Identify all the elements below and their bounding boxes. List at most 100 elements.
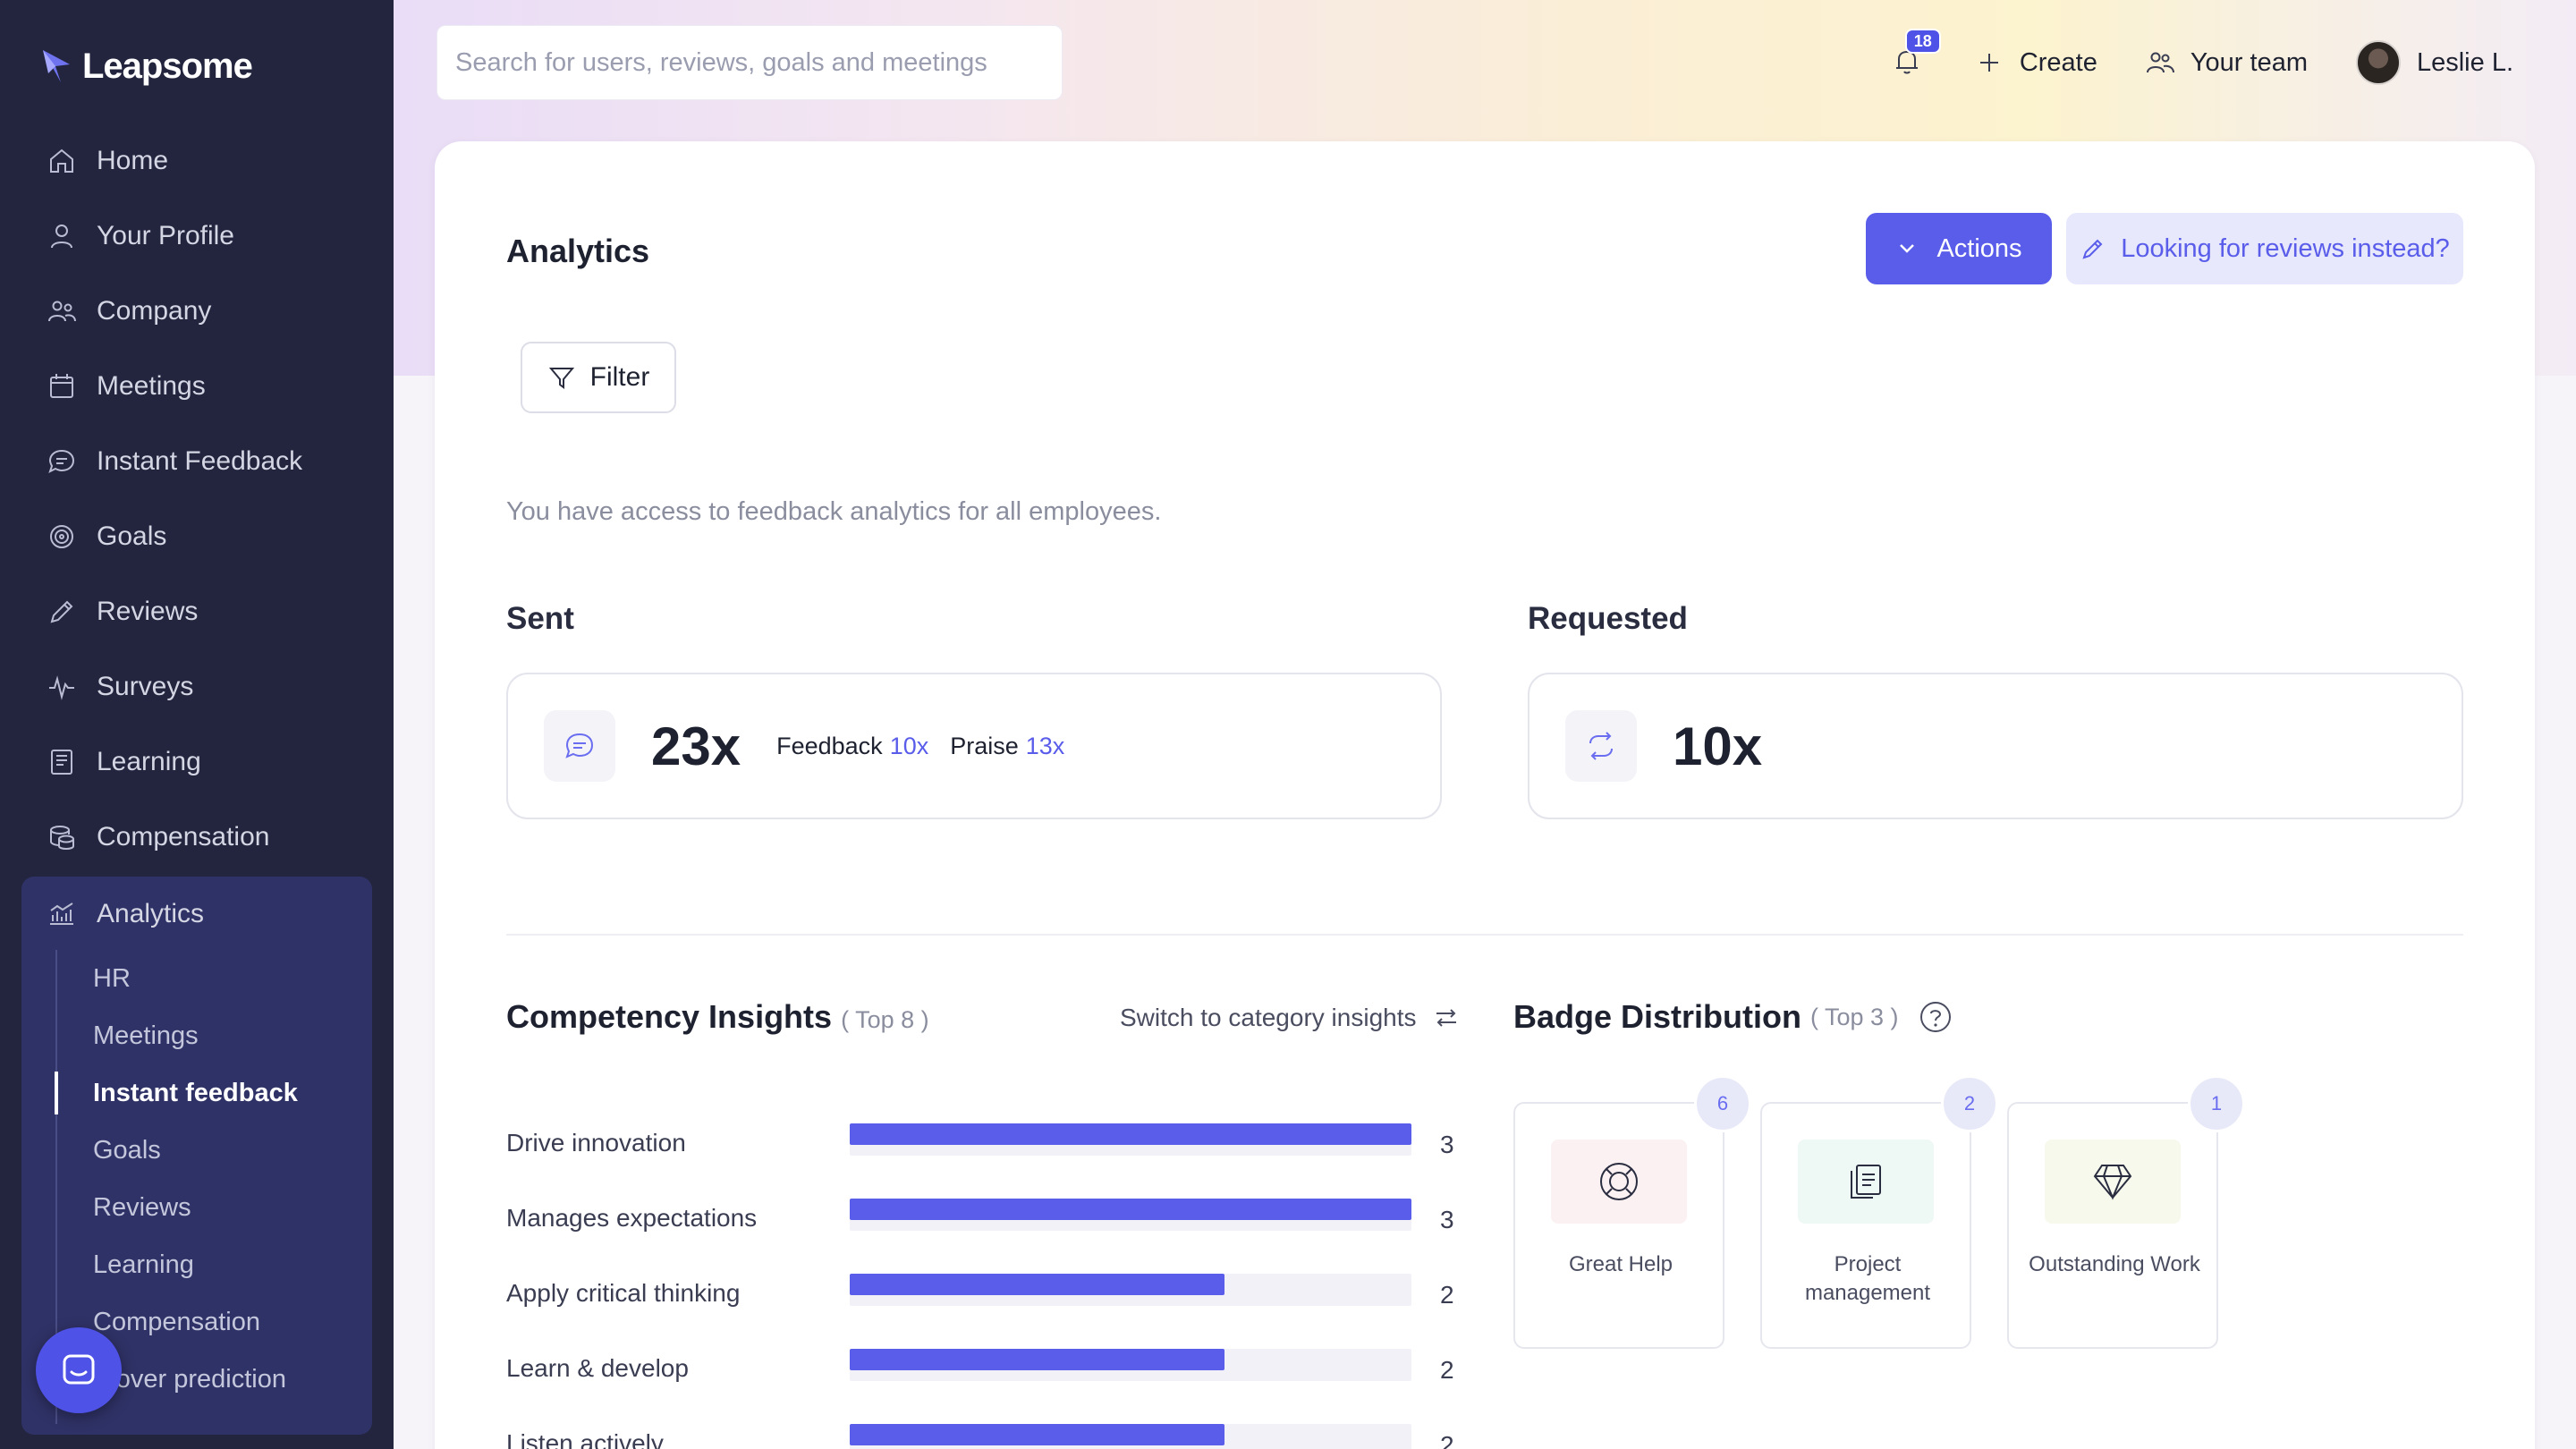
competency-label: Drive innovation bbox=[506, 1129, 686, 1157]
search-input[interactable] bbox=[455, 47, 1062, 78]
sidebar-item-label: Learning bbox=[97, 747, 201, 776]
sidebar-nav: Home Your Profile Company Meetings Insta… bbox=[21, 123, 372, 875]
your-team-button[interactable]: Your team bbox=[2146, 48, 2308, 78]
sidebar-item-label: Surveys bbox=[97, 672, 194, 701]
competency-bar bbox=[850, 1424, 1224, 1445]
competency-label: Learn & develop bbox=[506, 1354, 689, 1382]
competency-count: 3 bbox=[1440, 1131, 1454, 1158]
sent-stat-card: 23x Feedback 10x Praise 13x bbox=[506, 673, 1442, 819]
analytics-icon bbox=[50, 902, 73, 925]
sub-item-reviews[interactable]: Reviews bbox=[93, 1192, 191, 1222]
brand-name: Leapsome bbox=[82, 46, 253, 86]
competency-label: Manages expectations bbox=[506, 1204, 758, 1232]
competency-row: Drive innovation 3 bbox=[506, 1123, 1454, 1165]
sent-praise-value: 13x bbox=[1025, 732, 1065, 759]
create-button[interactable]: Create bbox=[1975, 48, 2097, 78]
sent-praise-label: Praise bbox=[950, 732, 1019, 759]
competency-bar bbox=[850, 1349, 1224, 1370]
badge-image bbox=[2045, 1140, 2181, 1224]
diamond-icon bbox=[2093, 1165, 2132, 1200]
badge-label: Project management bbox=[1804, 1252, 1931, 1305]
sub-item-compensation[interactable]: Compensation bbox=[93, 1307, 260, 1336]
badge-count: 1 bbox=[2188, 1075, 2245, 1132]
sent-breakdown: Feedback 10x Praise 13x bbox=[776, 733, 1064, 760]
sidebar-item-reviews[interactable]: Reviews bbox=[21, 574, 372, 649]
sent-icon-wrap bbox=[544, 710, 615, 782]
sub-item-meetings[interactable]: Meetings bbox=[93, 1021, 199, 1050]
sub-item-learning[interactable]: Learning bbox=[93, 1250, 194, 1279]
actions-button[interactable]: Actions bbox=[1866, 213, 2052, 284]
sidebar-item-label: Analytics bbox=[97, 899, 205, 928]
competency-title-text: Competency Insights bbox=[506, 998, 833, 1035]
sidebar-item-label: Compensation bbox=[97, 822, 270, 852]
pulse-icon bbox=[49, 675, 74, 700]
badge-image bbox=[1798, 1140, 1934, 1224]
sidebar-item-learning[interactable]: Learning bbox=[21, 724, 372, 800]
sent-praise: Praise 13x bbox=[950, 733, 1064, 760]
requested-stat-card: 10x bbox=[1528, 673, 2463, 819]
help-icon[interactable] bbox=[1919, 1000, 1953, 1034]
sub-item-goals[interactable]: Goals bbox=[93, 1135, 161, 1165]
documents-icon bbox=[1851, 1165, 1881, 1199]
coins-icon bbox=[50, 826, 74, 851]
looking-for-reviews-button[interactable]: Looking for reviews instead? bbox=[2066, 213, 2463, 284]
sidebar-item-goals[interactable]: Goals bbox=[21, 499, 372, 574]
actions-label: Actions bbox=[1936, 233, 2022, 263]
sidebar: Leapsome Home Your Profile Company Meeti… bbox=[0, 0, 394, 1449]
pencil-icon bbox=[50, 600, 73, 623]
requested-icon-wrap bbox=[1565, 710, 1637, 782]
badge-label: Outstanding Work bbox=[2029, 1252, 2200, 1276]
sidebar-item-compensation[interactable]: Compensation bbox=[21, 800, 372, 875]
competency-row: Apply critical thinking 2 bbox=[506, 1274, 1454, 1315]
sub-item-instant-feedback[interactable]: Instant feedback bbox=[55, 1064, 360, 1122]
plus-icon bbox=[1979, 54, 1998, 72]
competency-bar-track bbox=[850, 1349, 1411, 1381]
requested-heading: Requested bbox=[1528, 601, 1688, 636]
sidebar-item-label: Reviews bbox=[97, 597, 199, 626]
book-icon bbox=[51, 750, 72, 775]
create-label: Create bbox=[2019, 47, 2097, 77]
sidebar-item-company[interactable]: Company bbox=[21, 274, 372, 349]
user-icon bbox=[51, 225, 72, 249]
chat-launcher-icon bbox=[63, 1354, 95, 1385]
notifications-button[interactable]: 18 bbox=[1891, 29, 1941, 80]
team-icon bbox=[2146, 52, 2174, 73]
filter-button[interactable]: Filter bbox=[521, 342, 676, 413]
competency-row: Listen actively 2 bbox=[506, 1424, 1454, 1449]
sidebar-item-surveys[interactable]: Surveys bbox=[21, 649, 372, 724]
competency-label: Listen actively bbox=[506, 1429, 664, 1449]
competency-bar-track bbox=[850, 1424, 1411, 1449]
competency-bar bbox=[850, 1123, 1411, 1145]
filter-label: Filter bbox=[589, 362, 650, 392]
competency-count: 3 bbox=[1440, 1206, 1454, 1233]
chevron-down-icon bbox=[1900, 244, 1915, 253]
sidebar-item-home[interactable]: Home bbox=[21, 123, 372, 199]
chat-icon bbox=[565, 733, 594, 758]
competency-label: Apply critical thinking bbox=[506, 1279, 741, 1307]
sidebar-item-instant-feedback[interactable]: Instant Feedback bbox=[21, 424, 372, 499]
sidebar-item-your-profile[interactable]: Your Profile bbox=[21, 199, 372, 274]
sidebar-item-meetings[interactable]: Meetings bbox=[21, 349, 372, 424]
badge-card-great-help[interactable]: 6 Great Help bbox=[1513, 1075, 1751, 1349]
logo[interactable]: Leapsome bbox=[39, 43, 253, 89]
support-chat-button[interactable] bbox=[36, 1327, 122, 1413]
badge-label: Great Help bbox=[1568, 1252, 1674, 1276]
competency-bar-track bbox=[850, 1123, 1411, 1156]
switch-to-category-insights[interactable]: Switch to category insights bbox=[1120, 1004, 1460, 1032]
sub-item-hr[interactable]: HR bbox=[93, 963, 131, 993]
sidebar-item-label: Meetings bbox=[97, 371, 206, 401]
sub-item-turnover-prediction[interactable]: rnover prediction bbox=[93, 1364, 286, 1394]
avatar bbox=[2355, 40, 2401, 85]
lifebuoy-icon bbox=[1600, 1163, 1638, 1200]
sent-heading: Sent bbox=[506, 601, 574, 636]
calendar-icon bbox=[50, 374, 73, 398]
sidebar-item-analytics[interactable]: Analytics bbox=[21, 877, 372, 952]
badge-card-outstanding-work[interactable]: 1 Outstanding Work bbox=[2007, 1075, 2245, 1349]
sent-total-value: 23x bbox=[651, 716, 741, 776]
user-menu[interactable]: Leslie L. bbox=[2355, 40, 2513, 85]
section-divider bbox=[506, 934, 2463, 936]
badge-distribution-title: Badge Distribution ( Top 3 ) bbox=[1513, 998, 1953, 1036]
global-search[interactable] bbox=[436, 25, 1063, 100]
competency-bar bbox=[850, 1274, 1224, 1295]
badge-card-project-management[interactable]: 2 Project management bbox=[1760, 1075, 1998, 1349]
